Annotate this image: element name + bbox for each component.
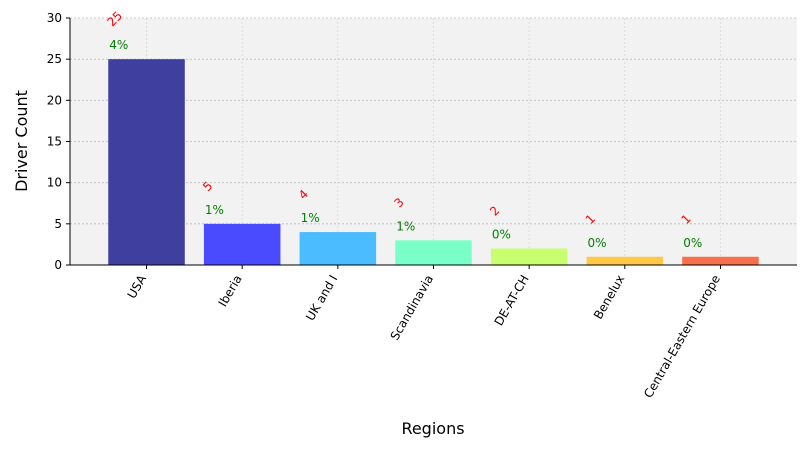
x-axis-title: Regions	[401, 419, 464, 438]
bar	[682, 256, 759, 265]
y-tick-label: 10	[47, 176, 62, 190]
percent-label: 0%	[588, 236, 607, 250]
y-tick-label: 30	[47, 11, 62, 25]
y-tick-label: 0	[54, 258, 62, 272]
x-tick-label: Benelux	[591, 273, 627, 322]
y-tick-label: 5	[54, 217, 62, 231]
bar	[108, 59, 185, 265]
x-axis: USA Iberia UK and I Scandinavia DE-AT-CH Bene…	[70, 264, 797, 401]
y-tick-label: 15	[47, 135, 62, 149]
bar	[586, 256, 664, 265]
y-axis-title: Driver Count	[12, 90, 31, 192]
x-tick-label: UK and I	[303, 273, 340, 324]
percent-label: 1%	[396, 219, 415, 233]
x-tick-label: USA	[125, 272, 150, 301]
percent-label: 0%	[492, 228, 511, 242]
x-tick-label: Scandinavia	[388, 273, 437, 343]
bar	[203, 223, 281, 265]
y-axis: 0 5 10 15 20 25 30	[47, 11, 71, 272]
y-tick-label: 20	[47, 93, 62, 107]
bar	[299, 232, 377, 265]
percent-label: 4%	[109, 38, 128, 52]
percent-label: 1%	[205, 203, 224, 217]
bar	[490, 248, 568, 265]
x-tick-label: Central-Eastern Europe	[641, 273, 723, 401]
bar	[395, 240, 472, 265]
percent-label: 0%	[683, 236, 702, 250]
bars	[108, 59, 759, 265]
x-tick-label: DE-AT-CH	[492, 273, 532, 329]
y-tick-label: 25	[47, 52, 62, 66]
x-tick-label: Iberia	[216, 273, 245, 310]
percent-label: 1%	[301, 211, 320, 225]
